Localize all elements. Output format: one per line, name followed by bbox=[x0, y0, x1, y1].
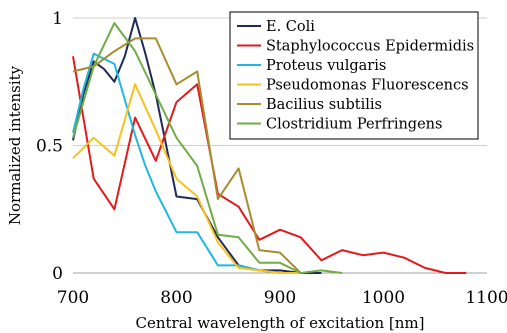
series-line-2 bbox=[72, 56, 467, 274]
x-axis-label: Central wavelength of excitation [nm] bbox=[136, 314, 425, 332]
series-line-6 bbox=[72, 22, 343, 274]
legend-label: Proteus vulgaris bbox=[266, 58, 386, 74]
series-line-5 bbox=[72, 37, 302, 274]
series-line-3 bbox=[72, 52, 301, 274]
legend-label: Staphylococcus Epidermidis bbox=[266, 39, 474, 55]
x-tick-label: 900 bbox=[264, 288, 296, 308]
y-tick-label: 0 bbox=[52, 264, 63, 284]
x-tick-label: 700 bbox=[57, 288, 89, 308]
legend-label: Pseudomonas Fluorescencs bbox=[266, 78, 469, 94]
legend-box bbox=[229, 11, 479, 140]
legend-label: Clostridium Perfringens bbox=[266, 117, 442, 133]
legend: E. Coli Staphylococcus Epidermidis Proteus… bbox=[229, 11, 479, 140]
legend-label: Bacilius subtilis bbox=[266, 97, 382, 113]
series-lines bbox=[72, 17, 467, 274]
legend-label: E. Coli bbox=[266, 19, 315, 35]
y-axis-label: Normalized intensity bbox=[6, 65, 24, 225]
y-tick-label: 0.5 bbox=[36, 137, 63, 157]
tick-labels: 700 800 900 1000 1100 0 0.5 1 bbox=[36, 9, 507, 308]
x-tick-label: 1100 bbox=[465, 288, 507, 308]
series-line-4 bbox=[72, 83, 301, 274]
x-tick-label: 800 bbox=[160, 288, 192, 308]
y-tick-label: 1 bbox=[52, 9, 63, 29]
x-tick-label: 1000 bbox=[362, 288, 405, 308]
